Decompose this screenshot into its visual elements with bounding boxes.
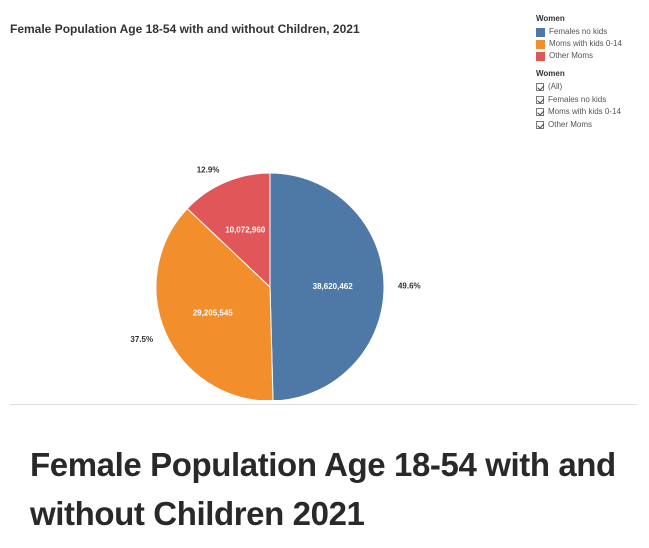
legend-item-other-moms[interactable]: Other Moms <box>536 50 622 62</box>
legend-item-moms-with-kids[interactable]: Moms with kids 0-14 <box>536 38 622 50</box>
filter-option-females-no-kids[interactable]: Females no kids <box>536 94 622 107</box>
legend-label: Females no kids <box>549 27 608 36</box>
pie-chart: 38,620,462 49.6% 29,205,545 37.5% 10,072,960… <box>130 165 421 400</box>
filter-panel: Women (All) Females no kids Moms with ki… <box>536 70 622 131</box>
slice-percent-label: 37.5% <box>130 335 153 344</box>
legend-panel: Women Females no kids Moms with kids 0-1… <box>536 15 622 131</box>
legend-swatch <box>536 51 545 61</box>
slice-value-label: 29,205,545 <box>193 309 234 318</box>
legend-label: Other Moms <box>549 51 594 60</box>
divider <box>10 404 637 405</box>
slice-value-label: 10,072,960 <box>225 225 266 234</box>
pie-slice-moms-with-kids-0-14[interactable] <box>155 207 274 400</box>
slice-percent-label: 12.9% <box>197 165 220 174</box>
filter-option-all[interactable]: (All) <box>536 81 622 94</box>
filter-option-other-moms[interactable]: Other Moms <box>536 119 622 132</box>
legend-swatch <box>536 39 545 49</box>
checkbox-checked-icon[interactable] <box>536 83 544 92</box>
filter-option-label: Other Moms <box>548 119 593 129</box>
legend-item-females-no-kids[interactable]: Females no kids <box>536 26 622 38</box>
slice-value-label: 38,620,462 <box>313 282 354 291</box>
filter-option-moms-with-kids[interactable]: Moms with kids 0-14 <box>536 106 622 119</box>
chart-title: Female Population Age 18-54 with and wit… <box>10 22 360 36</box>
legend-swatch <box>536 27 545 37</box>
filter-title: Women <box>536 69 565 78</box>
filter-option-label: Females no kids <box>548 94 607 104</box>
legend-title: Women <box>536 14 565 23</box>
filter-option-label: Moms with kids 0-14 <box>548 107 621 117</box>
legend-label: Moms with kids 0-14 <box>549 39 622 48</box>
checkbox-checked-icon[interactable] <box>536 108 544 117</box>
filter-option-label: (All) <box>548 82 563 92</box>
checkbox-checked-icon[interactable] <box>536 95 544 104</box>
pie-slice-females-no-kids[interactable] <box>269 172 385 400</box>
pie-slice-other-moms[interactable] <box>186 172 271 289</box>
checkbox-checked-icon[interactable] <box>536 120 544 129</box>
slice-percent-label: 49.6% <box>398 281 421 290</box>
article-caption: Female Population Age 18-54 with and wit… <box>30 446 616 532</box>
